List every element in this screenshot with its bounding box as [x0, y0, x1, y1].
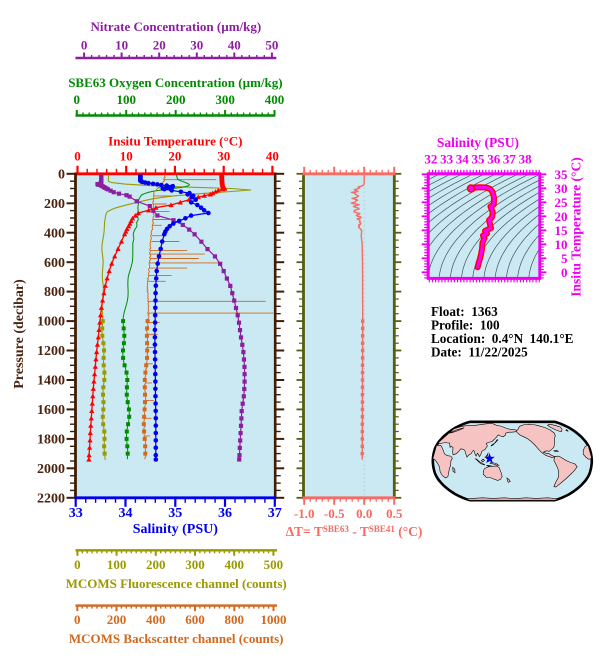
svg-text:Salinity (PSU): Salinity (PSU)	[437, 135, 519, 150]
svg-text:0: 0	[58, 167, 65, 182]
svg-text:Nitrate Concentration (µm/kg): Nitrate Concentration (µm/kg)	[91, 19, 262, 34]
svg-text:0: 0	[74, 612, 81, 627]
svg-text:-1.0: -1.0	[294, 506, 315, 521]
svg-text:MCOMS Fluorescence channel (co: MCOMS Fluorescence channel (counts)	[66, 576, 287, 591]
svg-text:30: 30	[190, 38, 203, 53]
svg-text:Profile: 100: Profile: 100	[431, 318, 500, 333]
svg-text:300: 300	[185, 557, 205, 572]
svg-text:0: 0	[74, 148, 81, 163]
svg-text:5: 5	[561, 251, 568, 266]
svg-text:40: 40	[266, 148, 279, 163]
svg-text:36: 36	[487, 152, 501, 167]
svg-text:500: 500	[264, 557, 284, 572]
svg-text:32: 32	[424, 152, 437, 167]
svg-text:0: 0	[74, 557, 81, 572]
svg-text:1800: 1800	[37, 433, 65, 448]
svg-text:2200: 2200	[37, 491, 65, 506]
svg-text:Date: 11/22/2025: Date: 11/22/2025	[431, 345, 528, 360]
svg-text:0.0: 0.0	[356, 506, 372, 521]
svg-text:15: 15	[555, 223, 569, 238]
svg-text:30: 30	[555, 181, 568, 196]
svg-text:SBE63 Oxygen Concentration (µm: SBE63 Oxygen Concentration (µm/kg)	[68, 75, 282, 90]
svg-text:1000: 1000	[37, 315, 65, 330]
svg-text:800: 800	[225, 612, 245, 627]
svg-text:100: 100	[116, 92, 136, 107]
svg-text:100: 100	[107, 557, 127, 572]
svg-text:1400: 1400	[37, 374, 65, 389]
svg-text:0: 0	[74, 92, 81, 107]
svg-text:10: 10	[120, 148, 133, 163]
svg-text:800: 800	[44, 285, 65, 300]
svg-text:-0.5: -0.5	[324, 506, 345, 521]
svg-text:600: 600	[44, 256, 65, 271]
svg-text:1200: 1200	[37, 344, 65, 359]
svg-text:200: 200	[44, 197, 65, 212]
svg-text:200: 200	[107, 612, 127, 627]
svg-text:Insitu Temperature (°C): Insitu Temperature (°C)	[569, 157, 584, 296]
svg-text:Pressure (decibar): Pressure (decibar)	[12, 279, 27, 389]
svg-text:25: 25	[555, 195, 569, 210]
svg-text:0: 0	[561, 265, 568, 280]
svg-text:300: 300	[215, 92, 235, 107]
svg-text:50: 50	[265, 38, 278, 53]
svg-text:400: 400	[44, 226, 65, 241]
svg-text:37: 37	[503, 152, 517, 167]
svg-text:37: 37	[268, 506, 282, 521]
svg-text:ΔT= TSBE63 - TSBE41 (°C): ΔT= TSBE63 - TSBE41 (°C)	[286, 524, 423, 539]
svg-text:34: 34	[119, 506, 133, 521]
svg-text:2000: 2000	[37, 462, 65, 477]
svg-text:35: 35	[555, 167, 569, 182]
svg-text:200: 200	[166, 92, 186, 107]
svg-text:33: 33	[69, 506, 83, 521]
svg-text:1000: 1000	[261, 612, 287, 627]
svg-text:0: 0	[81, 38, 88, 53]
svg-text:MCOMS Backscatter channel (cou: MCOMS Backscatter channel (counts)	[69, 631, 284, 646]
svg-text:10: 10	[555, 237, 568, 252]
svg-text:Float: 1363: Float: 1363	[431, 304, 498, 319]
svg-text:30: 30	[217, 148, 230, 163]
svg-text:0.5: 0.5	[386, 506, 403, 521]
svg-text:40: 40	[228, 38, 241, 53]
svg-text:200: 200	[146, 557, 166, 572]
svg-text:34: 34	[456, 152, 470, 167]
svg-text:400: 400	[146, 612, 166, 627]
svg-text:20: 20	[168, 148, 181, 163]
svg-text:Salinity (PSU): Salinity (PSU)	[133, 522, 219, 537]
svg-text:20: 20	[555, 209, 568, 224]
svg-text:38: 38	[519, 152, 533, 167]
svg-text:Location: 0.4°N 140.1°E: Location: 0.4°N 140.1°E	[431, 331, 574, 346]
svg-text:1600: 1600	[37, 403, 65, 418]
svg-text:20: 20	[153, 38, 166, 53]
svg-text:35: 35	[472, 152, 486, 167]
svg-text:36: 36	[218, 506, 232, 521]
svg-text:10: 10	[115, 38, 128, 53]
svg-text:600: 600	[185, 612, 205, 627]
svg-text:400: 400	[265, 92, 285, 107]
svg-text:35: 35	[168, 506, 182, 521]
svg-text:33: 33	[440, 152, 454, 167]
svg-text:400: 400	[224, 557, 244, 572]
svg-text:Insitu Temperature (°C): Insitu Temperature (°C)	[108, 133, 242, 148]
